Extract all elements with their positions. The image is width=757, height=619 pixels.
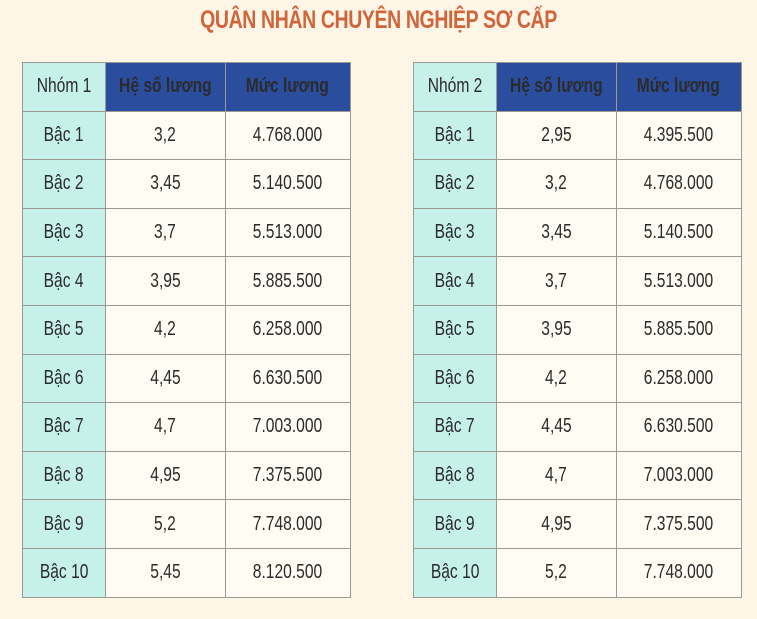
table-body: Bậc 1 2,95 4.395.500 Bậc 2 3,2 4.768.000 Bậc 3… [413, 110, 742, 598]
table-row: Bậc 7 4,45 6.630.500 [413, 402, 742, 452]
salary-cell: 5.885.500 [224, 256, 351, 306]
level-cell: Bậc 5 [22, 304, 106, 355]
coefficient-cell: 4,95 [105, 450, 226, 501]
level-cell: Bậc 7 [413, 402, 497, 452]
level-cell: Bậc 1 [413, 110, 497, 161]
table-row: Bậc 8 4,7 7.003.000 [413, 450, 742, 501]
level-cell: Bậc 8 [413, 450, 497, 501]
salary-cell: 5.885.500 [615, 304, 742, 355]
salary-header: Mức lương [224, 62, 351, 112]
group-header: Nhóm 2 [413, 62, 497, 112]
level-cell: Bậc 10 [22, 547, 106, 598]
table-body: Bậc 1 3,2 4.768.000 Bậc 2 3,45 5.140.500 Bậc 3… [22, 110, 351, 598]
salary-cell: 6.258.000 [224, 304, 351, 355]
level-cell: Bậc 5 [413, 304, 497, 355]
salary-cell: 7.748.000 [224, 499, 351, 549]
table-row: Bậc 6 4,2 6.258.000 [413, 353, 742, 404]
table-row: Bậc 10 5,45 8.120.500 [22, 547, 351, 598]
table-row: Bậc 5 4,2 6.258.000 [22, 304, 351, 355]
coefficient-cell: 3,7 [105, 207, 226, 258]
salary-cell: 6.258.000 [615, 353, 742, 404]
table-row: Bậc 1 3,2 4.768.000 [22, 110, 351, 161]
salary-cell: 5.513.000 [615, 256, 742, 306]
salary-table-group-2: Nhóm 2 Hệ số lương Mức lương Bậc 1 2,95 4.… [413, 62, 742, 598]
salary-cell: 6.630.500 [615, 402, 742, 452]
salary-cell: 7.375.500 [224, 450, 351, 501]
table-row: Bậc 7 4,7 7.003.000 [22, 402, 351, 452]
salary-header: Mức lương [615, 62, 742, 112]
level-cell: Bậc 10 [413, 547, 497, 598]
coefficient-cell: 4,45 [105, 353, 226, 404]
coefficient-header: Hệ số lương [105, 62, 226, 112]
coefficient-cell: 2,95 [496, 110, 617, 161]
level-cell: Bậc 3 [22, 207, 106, 258]
table-header-row: Nhóm 1 Hệ số lương Mức lương [22, 62, 351, 112]
level-cell: Bậc 2 [413, 159, 497, 209]
level-cell: Bậc 2 [22, 159, 106, 209]
table-row: Bậc 2 3,45 5.140.500 [22, 159, 351, 209]
coefficient-cell: 3,95 [105, 256, 226, 306]
level-cell: Bậc 1 [22, 110, 106, 161]
level-cell: Bậc 4 [413, 256, 497, 306]
salary-cell: 5.140.500 [224, 159, 351, 209]
table-row: Bậc 4 3,95 5.885.500 [22, 256, 351, 306]
coefficient-cell: 3,7 [496, 256, 617, 306]
level-cell: Bậc 7 [22, 402, 106, 452]
table-header-row: Nhóm 2 Hệ số lương Mức lương [413, 62, 742, 112]
coefficient-cell: 3,45 [105, 159, 226, 209]
table-row: Bậc 8 4,95 7.375.500 [22, 450, 351, 501]
coefficient-cell: 4,2 [105, 304, 226, 355]
coefficient-cell: 4,95 [496, 499, 617, 549]
salary-cell: 4.768.000 [224, 110, 351, 161]
salary-cell: 7.375.500 [615, 499, 742, 549]
coefficient-cell: 4,7 [496, 450, 617, 501]
table-row: Bậc 3 3,7 5.513.000 [22, 207, 351, 258]
group-header: Nhóm 1 [22, 62, 106, 112]
table-row: Bậc 1 2,95 4.395.500 [413, 110, 742, 161]
salary-cell: 7.003.000 [615, 450, 742, 501]
table-row: Bậc 3 3,45 5.140.500 [413, 207, 742, 258]
table-row: Bậc 4 3,7 5.513.000 [413, 256, 742, 306]
coefficient-cell: 3,45 [496, 207, 617, 258]
salary-cell: 8.120.500 [224, 547, 351, 598]
level-cell: Bậc 9 [22, 499, 106, 549]
coefficient-cell: 4,45 [496, 402, 617, 452]
salary-cell: 4.768.000 [615, 159, 742, 209]
coefficient-cell: 3,95 [496, 304, 617, 355]
table-row: Bậc 2 3,2 4.768.000 [413, 159, 742, 209]
salary-cell: 6.630.500 [224, 353, 351, 404]
coefficient-cell: 5,2 [496, 547, 617, 598]
level-cell: Bậc 4 [22, 256, 106, 306]
table-row: Bậc 9 5,2 7.748.000 [22, 499, 351, 549]
coefficient-cell: 3,2 [496, 159, 617, 209]
level-cell: Bậc 8 [22, 450, 106, 501]
coefficient-cell: 3,2 [105, 110, 226, 161]
table-row: Bậc 6 4,45 6.630.500 [22, 353, 351, 404]
salary-cell: 5.140.500 [615, 207, 742, 258]
level-cell: Bậc 6 [413, 353, 497, 404]
salary-cell: 7.003.000 [224, 402, 351, 452]
table-row: Bậc 5 3,95 5.885.500 [413, 304, 742, 355]
coefficient-cell: 5,2 [105, 499, 226, 549]
salary-cell: 4.395.500 [615, 110, 742, 161]
coefficient-cell: 5,45 [105, 547, 226, 598]
table-row: Bậc 10 5,2 7.748.000 [413, 547, 742, 598]
coefficient-cell: 4,7 [105, 402, 226, 452]
table-row: Bậc 9 4,95 7.375.500 [413, 499, 742, 549]
level-cell: Bậc 3 [413, 207, 497, 258]
salary-cell: 5.513.000 [224, 207, 351, 258]
page-title: QUÂN NHÂN CHUYÊN NGHIỆP SƠ CẤP [200, 6, 557, 34]
salary-table-group-1: Nhóm 1 Hệ số lương Mức lương Bậc 1 3,2 4.7… [22, 62, 351, 598]
level-cell: Bậc 6 [22, 353, 106, 404]
level-cell: Bậc 9 [413, 499, 497, 549]
coefficient-cell: 4,2 [496, 353, 617, 404]
salary-cell: 7.748.000 [615, 547, 742, 598]
coefficient-header: Hệ số lương [496, 62, 617, 112]
